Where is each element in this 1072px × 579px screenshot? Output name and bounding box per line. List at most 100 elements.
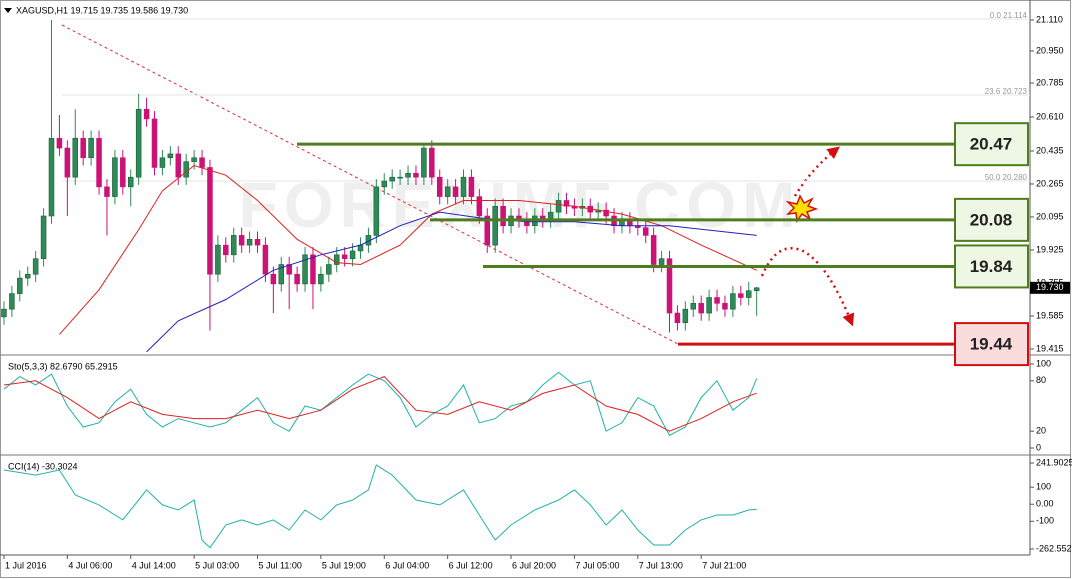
candle-body xyxy=(207,167,213,275)
candle-body xyxy=(318,273,324,285)
candle-body xyxy=(555,200,562,213)
x-tick-label: 6 Jul 12:00 xyxy=(449,560,493,570)
breakout-burst xyxy=(785,194,819,223)
level-label: 19.44 xyxy=(970,335,1013,354)
candle-body xyxy=(698,303,704,314)
y-tick-label: 80 xyxy=(1036,375,1046,385)
symbol-title: XAGUSD,H1 19.715 19.735 19.586 19.730 xyxy=(16,5,188,15)
candle-body xyxy=(175,153,182,178)
level-label: 20.08 xyxy=(970,210,1013,229)
level-box xyxy=(954,197,1029,242)
candle-body xyxy=(722,303,728,310)
candle-body xyxy=(682,308,689,324)
level-label: 20.47 xyxy=(970,135,1013,154)
candle-body xyxy=(341,254,348,259)
x-tick-label: 7 Jul 05:00 xyxy=(575,560,619,570)
candle-body xyxy=(650,235,657,265)
y-tick-label: 20.610 xyxy=(1036,111,1064,121)
candle-body xyxy=(444,186,451,197)
candle-body xyxy=(254,238,261,246)
candle-body xyxy=(183,161,189,178)
candle-body xyxy=(674,312,681,324)
last-price-tag xyxy=(1030,281,1070,294)
fib-label: 0.0 21.114 xyxy=(990,11,1028,20)
y-tick-label: 20.095 xyxy=(1036,211,1064,221)
candle-body xyxy=(500,205,506,226)
candle-body xyxy=(642,227,649,236)
level-box xyxy=(954,322,1029,367)
arrow-up xyxy=(793,146,840,197)
x-tick-label: 7 Jul 13:00 xyxy=(639,560,683,570)
y-tick-label: 19.585 xyxy=(1036,310,1064,320)
y-tick-label: 20.265 xyxy=(1036,178,1064,188)
candle-body xyxy=(72,138,79,178)
y-tick-label: 0 xyxy=(1036,442,1041,452)
candle-body xyxy=(40,215,47,259)
y-tick-label: -262.552 xyxy=(1036,543,1072,553)
candle-body xyxy=(112,157,118,197)
candle-body xyxy=(436,176,443,197)
y-tick-label: 0.00 xyxy=(1036,499,1054,509)
candle-body xyxy=(658,258,665,265)
indicator-line xyxy=(3,371,758,437)
candle-body xyxy=(191,157,197,162)
x-tick-label: 1 Jul 2016 xyxy=(5,560,47,570)
candle-body xyxy=(262,244,269,275)
stoch-title: Sto(5,3,3) 82.6790 65.2915 xyxy=(8,361,118,371)
fib-label: 23.6 20.723 xyxy=(985,87,1028,96)
candle-body xyxy=(745,290,752,298)
candle-body xyxy=(56,138,63,149)
indicator-line xyxy=(3,464,757,549)
candle-body xyxy=(690,303,697,310)
candle-body xyxy=(381,180,388,188)
moving-average xyxy=(146,211,757,353)
candle-body xyxy=(120,157,126,188)
candle-body xyxy=(127,176,134,188)
candle-body xyxy=(294,273,300,285)
y-tick-label: 20.950 xyxy=(1036,45,1064,55)
candle-body xyxy=(563,200,570,207)
x-tick-label: 6 Jul 04:00 xyxy=(385,560,429,570)
candle-body xyxy=(199,157,205,168)
candle-body xyxy=(730,293,736,310)
moving-average xyxy=(59,164,757,335)
y-tick-label: 100 xyxy=(1036,482,1051,492)
x-tick-label: 4 Jul 14:00 xyxy=(132,560,176,570)
candle-body xyxy=(429,147,435,178)
candle-body xyxy=(333,254,340,265)
candle-body xyxy=(143,108,150,120)
candle-body xyxy=(714,297,720,304)
x-tick-label: 6 Jul 20:00 xyxy=(512,560,556,570)
trend-line xyxy=(61,24,679,345)
candle-body xyxy=(460,176,467,197)
candle-body xyxy=(603,209,609,217)
candle-body xyxy=(88,138,94,159)
candle-body xyxy=(1,308,7,318)
candle-body xyxy=(405,172,411,178)
candle-body xyxy=(492,205,498,246)
x-tick-label: 5 Jul 11:00 xyxy=(259,560,302,570)
y-tick-label: 19.415 xyxy=(1036,343,1064,353)
level-label: 19.84 xyxy=(970,257,1013,276)
candle-body xyxy=(476,196,483,217)
x-tick-label: 7 Jul 21:00 xyxy=(702,560,746,570)
candle-body xyxy=(310,254,316,285)
candle-body xyxy=(286,264,292,275)
candle-body xyxy=(349,250,356,259)
cci-title: CCI(14) -30.3024 xyxy=(8,461,78,471)
x-tick-label: 5 Jul 19:00 xyxy=(322,560,366,570)
y-tick-label: -100 xyxy=(1036,516,1054,526)
y-tick-label: 21.110 xyxy=(1036,14,1063,24)
candle-body xyxy=(326,264,332,275)
candle-body xyxy=(278,264,285,285)
candle-body xyxy=(753,287,760,292)
candle-body xyxy=(230,235,237,256)
candle-body xyxy=(389,176,395,182)
candle-body xyxy=(413,172,419,178)
candle-body xyxy=(167,153,174,159)
candle-body xyxy=(215,244,221,275)
candle-body xyxy=(17,277,23,294)
watermark: FOREXIMF.COM xyxy=(239,169,802,241)
